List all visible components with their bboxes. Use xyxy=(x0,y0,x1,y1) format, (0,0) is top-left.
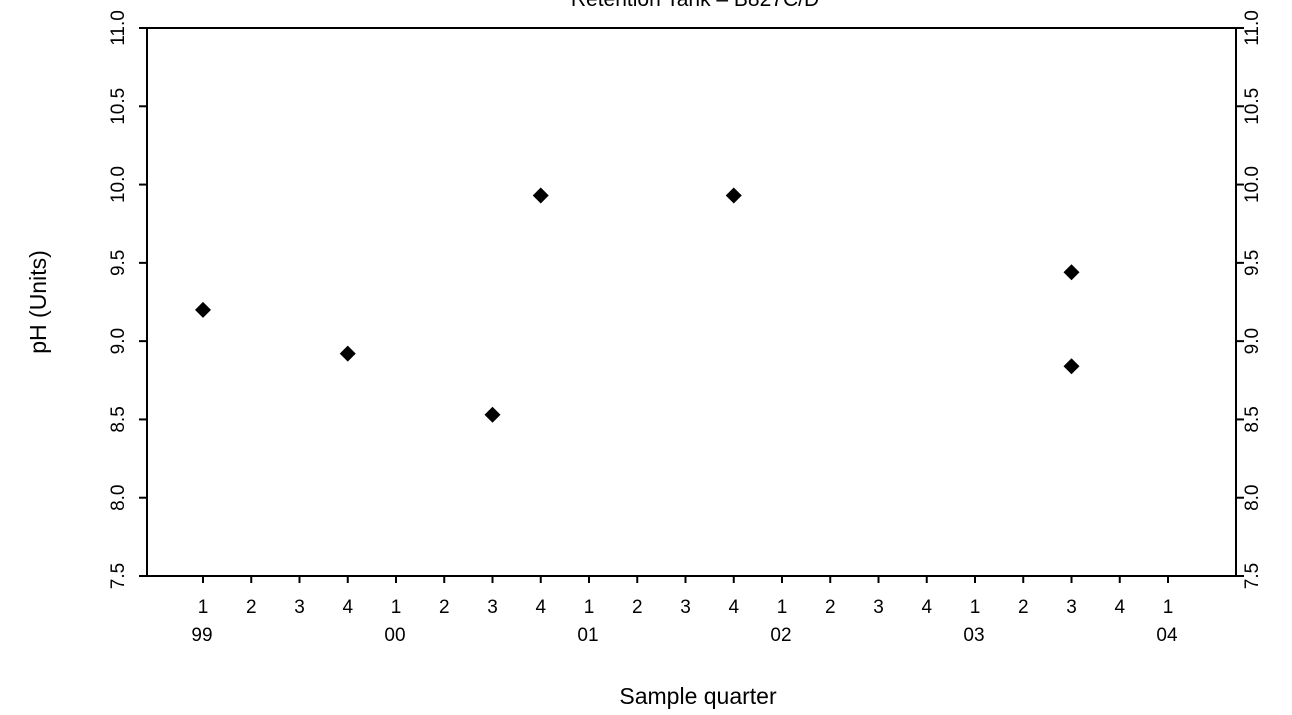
chart-title: Retention Tank – B827C/D xyxy=(571,0,819,11)
data-point-0 xyxy=(195,301,211,318)
left-y-tick-label-3: 9.0 xyxy=(108,328,129,354)
x-quarter-label-12: 1 xyxy=(777,597,788,618)
x-quarter-label-14: 3 xyxy=(873,597,884,618)
x-quarter-label-9: 2 xyxy=(632,597,643,618)
x-quarter-label-16: 1 xyxy=(970,597,981,618)
right-y-tick-label-6: 10.5 xyxy=(1242,88,1263,125)
left-y-tick-label-1: 8.0 xyxy=(108,485,129,511)
right-y-tick-label-2: 8.5 xyxy=(1242,406,1263,432)
right-y-tick-label-3: 9.0 xyxy=(1242,328,1263,354)
left-y-tick-label-6: 10.5 xyxy=(108,88,129,125)
x-axis: 1 2 3 4 1 2 3 4 1 2 3 4 1 2 3 4 1 2 3 4 1 99 00 01 02 03 04 xyxy=(191,576,1178,646)
x-quarter-label-1: 2 xyxy=(246,597,257,618)
x-quarter-label-7: 4 xyxy=(535,597,546,618)
x-quarter-label-11: 4 xyxy=(728,597,739,618)
x-quarter-label-13: 2 xyxy=(825,597,836,618)
x-quarter-label-15: 4 xyxy=(921,597,932,618)
x-quarter-label-8: 1 xyxy=(584,597,595,618)
x-quarter-label-17: 2 xyxy=(1018,597,1029,618)
x-quarter-label-2: 3 xyxy=(294,597,305,618)
x-axis-label: Sample quarter xyxy=(619,683,777,709)
x-quarter-label-4: 1 xyxy=(391,597,402,618)
left-y-axis: 7.5 8.0 8.5 9.0 9.5 10.0 10.5 11.0 xyxy=(108,10,147,589)
x-quarter-label-10: 3 xyxy=(680,597,691,618)
x-quarter-label-6: 3 xyxy=(487,597,498,618)
x-quarter-label-0: 1 xyxy=(198,597,209,618)
left-y-tick-label-0: 7.5 xyxy=(108,563,129,589)
right-y-axis: 7.5 8.0 8.5 9.0 9.5 10.0 10.5 11.0 xyxy=(1236,10,1263,589)
x-year-label-0: 99 xyxy=(191,625,212,646)
x-year-label-2: 01 xyxy=(577,625,598,646)
x-year-label-1: 00 xyxy=(384,625,405,646)
data-point-2 xyxy=(484,406,501,423)
left-y-tick-label-7: 11.0 xyxy=(108,10,129,46)
x-quarter-label-3: 4 xyxy=(342,597,353,618)
data-point-3 xyxy=(532,187,549,204)
x-quarter-label-5: 2 xyxy=(439,597,450,618)
right-y-tick-label-1: 8.0 xyxy=(1242,485,1263,511)
x-year-label-5: 04 xyxy=(1156,625,1178,646)
plot-frame xyxy=(146,27,1237,577)
x-quarter-label-18: 3 xyxy=(1066,597,1077,618)
right-y-tick-label-5: 10.0 xyxy=(1242,166,1263,203)
data-point-6 xyxy=(1063,358,1080,375)
data-points xyxy=(195,187,1080,423)
left-y-tick-label-5: 10.0 xyxy=(108,166,129,203)
left-y-tick-label-4: 9.5 xyxy=(108,250,129,276)
x-quarter-label-19: 4 xyxy=(1114,597,1125,618)
x-year-label-3: 02 xyxy=(770,625,791,646)
data-point-4 xyxy=(725,187,742,204)
left-y-tick-label-2: 8.5 xyxy=(108,406,129,432)
data-point-5 xyxy=(1063,264,1080,281)
right-y-tick-label-0: 7.5 xyxy=(1242,563,1263,589)
x-quarter-label-20: 1 xyxy=(1163,597,1174,618)
right-y-tick-label-7: 11.0 xyxy=(1242,10,1263,46)
right-y-tick-label-4: 9.5 xyxy=(1242,250,1263,276)
y-axis-label: pH (Units) xyxy=(25,250,51,354)
data-point-1 xyxy=(339,345,356,362)
x-year-label-4: 03 xyxy=(963,625,984,646)
